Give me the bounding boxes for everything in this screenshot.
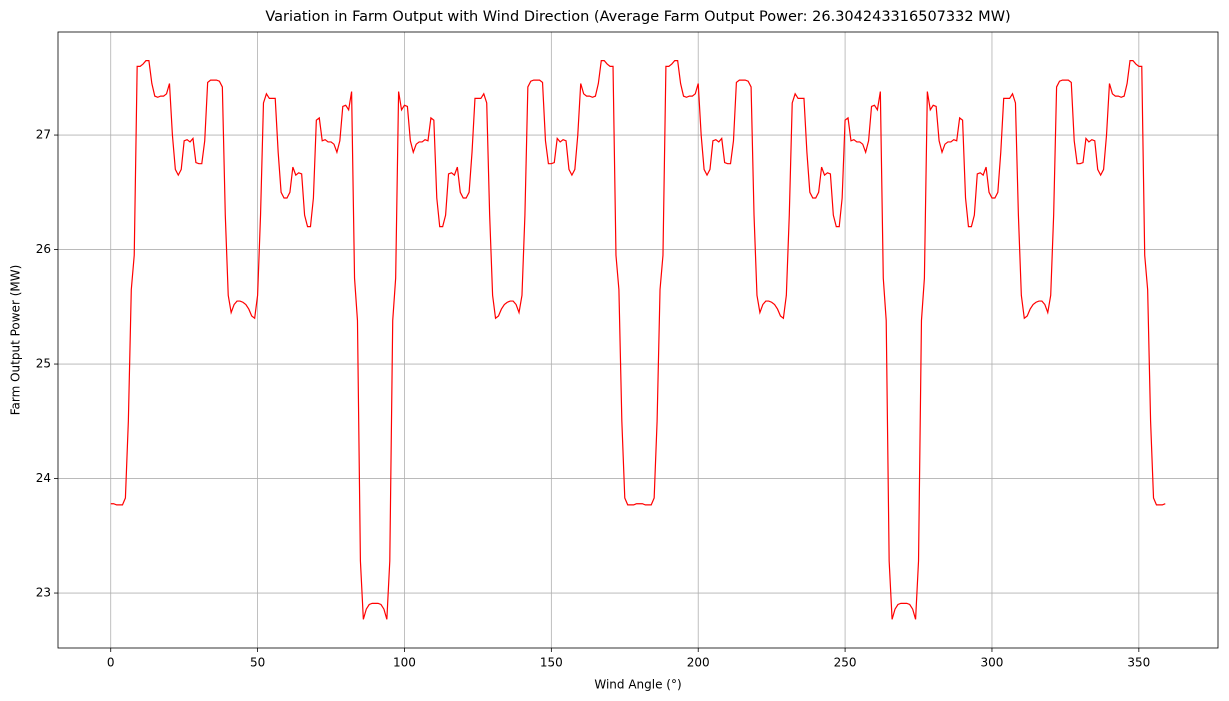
x-tick-label: 350 [1127,656,1150,670]
chart-title: Variation in Farm Output with Wind Direc… [265,9,1010,25]
y-tick-label: 26 [36,242,51,256]
x-tick-label: 300 [981,656,1004,670]
data-line [110,60,1166,620]
x-tick-label: 150 [540,656,563,670]
x-tick-label: 200 [687,656,710,670]
x-axis-label: Wind Angle (°) [594,678,681,692]
x-tick-label: 50 [250,656,265,670]
y-tick-label: 25 [36,357,51,371]
x-tick-label: 100 [393,656,416,670]
plot-frame [57,31,1219,649]
y-tick-label: 23 [36,586,51,600]
y-tick-label: 27 [36,128,51,142]
x-tick-label: 0 [107,656,115,670]
y-axis-label: Farm Output Power (MW) [9,265,23,416]
x-tick-label: 250 [834,656,857,670]
y-tick-label: 24 [36,471,51,485]
